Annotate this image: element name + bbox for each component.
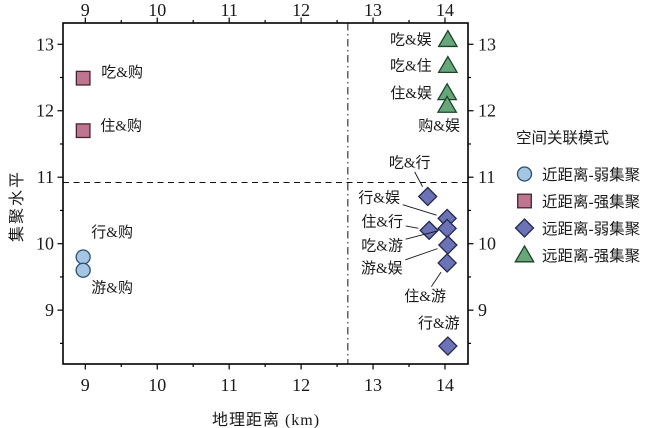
tick-label: 9 bbox=[81, 0, 90, 20]
tick-label: 13 bbox=[36, 34, 54, 54]
tick-label: 11 bbox=[221, 375, 238, 395]
tick-label: 13 bbox=[364, 0, 382, 20]
tick-label: 12 bbox=[36, 101, 54, 121]
legend-item-label: 远距离-弱集聚 bbox=[542, 220, 641, 238]
data-point-marker bbox=[75, 123, 91, 139]
point-label: 吃&娱 bbox=[390, 32, 432, 49]
data-point-marker bbox=[514, 218, 535, 238]
tick-label: 13 bbox=[364, 375, 382, 395]
point-label: 住&娱 bbox=[390, 85, 432, 102]
tick-label: 14 bbox=[436, 375, 454, 395]
point-label: 游&购 bbox=[91, 279, 133, 296]
label-leader-line bbox=[405, 248, 438, 261]
label-leader-line bbox=[430, 271, 442, 287]
tick-label: 12 bbox=[292, 375, 310, 395]
tick-label: 9 bbox=[478, 300, 487, 320]
point-label: 住&游 bbox=[404, 288, 446, 305]
data-point-marker bbox=[436, 95, 458, 113]
tick-label: 12 bbox=[478, 101, 496, 121]
data-point-marker bbox=[437, 55, 459, 73]
point-label: 住&行 bbox=[361, 213, 403, 230]
legend-item-label: 远距离-强集聚 bbox=[542, 247, 641, 265]
point-label: 游&娱 bbox=[361, 260, 403, 277]
legend-item-label: 近距离-强集聚 bbox=[542, 193, 641, 211]
triangle-marker-icon bbox=[514, 244, 535, 263]
tick-label: 9 bbox=[81, 375, 90, 395]
tick-label: 11 bbox=[221, 0, 238, 20]
y-axis-title: 集聚水平 bbox=[9, 170, 26, 243]
data-point-marker bbox=[514, 244, 535, 263]
point-label: 行&游 bbox=[418, 315, 460, 332]
data-point-marker bbox=[419, 220, 440, 241]
circle-marker-icon bbox=[516, 166, 533, 182]
legend-item-near-weak: 近距离-弱集聚 bbox=[514, 160, 640, 187]
tick-label: 10 bbox=[478, 234, 496, 254]
tick-label: 13 bbox=[478, 34, 496, 54]
legend-title: 空间关联模式 bbox=[516, 130, 610, 147]
data-point-marker bbox=[75, 249, 91, 265]
tick-label: 11 bbox=[478, 167, 495, 187]
legend-item-label: 近距离-弱集聚 bbox=[542, 166, 641, 184]
point-label: 行&购 bbox=[91, 224, 133, 241]
point-label: 吃&购 bbox=[101, 64, 143, 81]
label-leader-line bbox=[405, 230, 437, 240]
data-point-marker bbox=[516, 166, 533, 182]
data-point-marker bbox=[437, 29, 459, 48]
legend-item-near-strong: 近距离-强集聚 bbox=[514, 187, 640, 214]
tick-label: 11 bbox=[37, 167, 54, 187]
data-point-marker bbox=[75, 262, 91, 278]
legend-item-far-strong: 远距离-强集聚 bbox=[514, 241, 640, 268]
tick-label: 10 bbox=[36, 234, 54, 254]
data-point-marker bbox=[437, 253, 458, 273]
label-leader-line bbox=[402, 204, 437, 216]
data-point-marker bbox=[437, 218, 458, 239]
label-leader-line bbox=[414, 171, 423, 187]
tick-label: 10 bbox=[148, 0, 166, 20]
label-leader-line bbox=[405, 225, 419, 229]
tick-label: 9 bbox=[45, 300, 54, 320]
legend-item-far-weak: 远距离-弱集聚 bbox=[514, 214, 640, 241]
data-point-marker bbox=[437, 336, 458, 356]
point-label: 吃&游 bbox=[361, 237, 403, 254]
data-point-marker bbox=[517, 193, 532, 209]
square-marker-icon bbox=[517, 193, 532, 209]
point-label: 吃&住 bbox=[390, 58, 432, 75]
tick-label: 12 bbox=[292, 0, 310, 20]
point-label: 住&购 bbox=[100, 118, 142, 135]
diamond-marker-icon bbox=[514, 218, 535, 238]
data-point-marker bbox=[437, 235, 458, 255]
tick-label: 10 bbox=[148, 375, 166, 395]
data-point-marker bbox=[417, 186, 438, 207]
x-axis-title: 地理距离 (km) bbox=[211, 412, 321, 428]
data-point-marker bbox=[75, 70, 91, 86]
point-label: 吃&行 bbox=[389, 154, 431, 171]
point-label: 行&娱 bbox=[358, 189, 400, 206]
legend: 空间关联模式 近距离-弱集聚 近距离-强集聚 远距离-弱集聚 远距离-强集聚 bbox=[514, 126, 640, 268]
tick-label: 14 bbox=[436, 0, 454, 20]
point-label: 购&娱 bbox=[418, 117, 460, 134]
